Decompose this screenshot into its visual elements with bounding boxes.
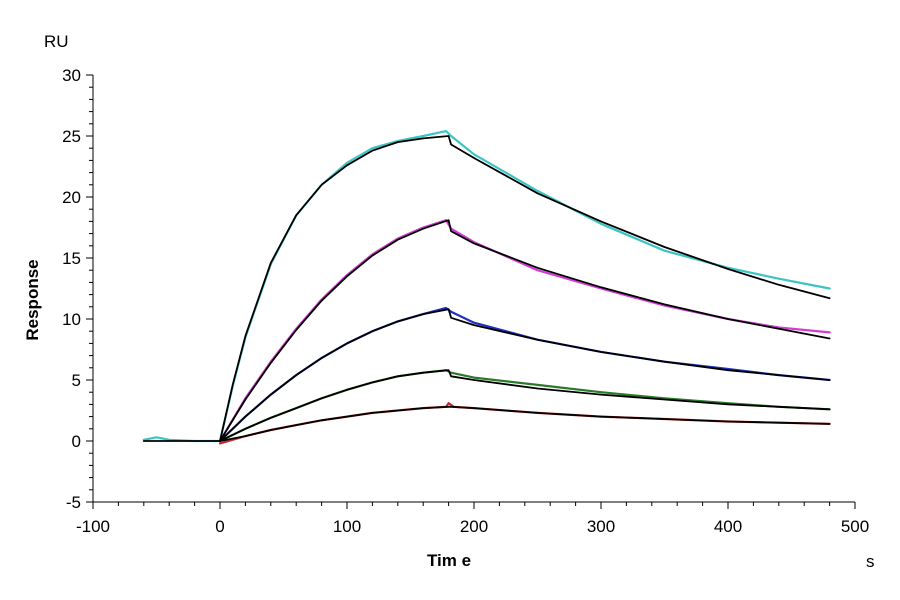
x-tick-label: 0 bbox=[215, 517, 224, 536]
series-layer bbox=[142, 130, 831, 445]
fit-curve-1 bbox=[142, 135, 831, 442]
y-tick-label: 5 bbox=[72, 371, 81, 390]
response-curve-1 bbox=[142, 130, 831, 443]
response-curve-5 bbox=[218, 402, 831, 445]
fit-curve-5 bbox=[219, 405, 831, 442]
y-tick-label: 20 bbox=[62, 188, 81, 207]
response-curve-2 bbox=[218, 219, 831, 443]
y-ticks: -5 0 5 10 15 20 25 30 bbox=[62, 66, 93, 512]
x-tick-label: 500 bbox=[841, 517, 869, 536]
y-tick-label: 30 bbox=[62, 66, 81, 85]
fit-curve-2 bbox=[219, 219, 831, 442]
x-tick-label: 100 bbox=[333, 517, 361, 536]
axes: -5 0 5 10 15 20 25 30 -100 0 100 200 300 400 500 bbox=[62, 66, 869, 536]
fit-curve-3 bbox=[219, 308, 831, 442]
fit-curve-4 bbox=[219, 369, 831, 442]
y-tick-label: 0 bbox=[72, 432, 81, 451]
y-tick-label: -5 bbox=[66, 493, 81, 512]
x-tick-label: 200 bbox=[460, 517, 488, 536]
y-tick-label: 10 bbox=[62, 310, 81, 329]
y-unit-label: RU bbox=[44, 32, 69, 51]
x-tick-label: -100 bbox=[76, 517, 110, 536]
y-tick-label: 25 bbox=[62, 127, 81, 146]
y-axis-title: Response bbox=[23, 259, 42, 340]
x-tick-label: 400 bbox=[714, 517, 742, 536]
x-unit-label: s bbox=[866, 552, 875, 571]
x-tick-label: 300 bbox=[587, 517, 615, 536]
x-ticks: -100 0 100 200 300 400 500 bbox=[76, 502, 869, 536]
y-tick-label: 15 bbox=[62, 249, 81, 268]
x-axis-title: Tim e bbox=[427, 551, 471, 570]
